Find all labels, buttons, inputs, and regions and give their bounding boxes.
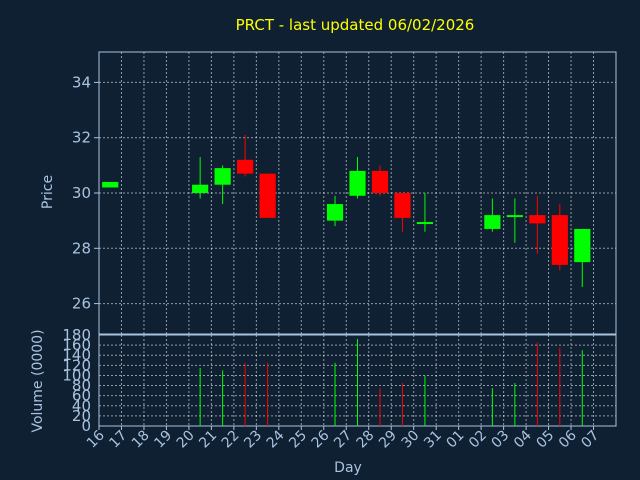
- candle-body: [192, 184, 209, 193]
- candle-body: [102, 181, 119, 188]
- price-tick-label: 28: [72, 239, 91, 257]
- volume-axis-label: Volume (0000): [30, 329, 46, 432]
- candle-body: [416, 222, 434, 225]
- candle-body: [529, 215, 546, 224]
- candle-body: [349, 170, 366, 196]
- candle-body: [259, 173, 276, 218]
- candle-body: [326, 204, 344, 221]
- price-panel-frame: [98, 51, 617, 335]
- volume-tick-label: 140: [62, 346, 91, 364]
- candle-body: [484, 215, 501, 229]
- volume-tick-label: 0: [81, 417, 91, 435]
- x-axis-ticks: 1617181920212223242526272829303101020304…: [84, 426, 602, 451]
- volume-tick-label: 120: [62, 356, 91, 374]
- volume-tick-label: 20: [72, 407, 91, 425]
- volume-tick-label: 80: [72, 377, 91, 395]
- volume-tick-label: 60: [72, 387, 91, 405]
- candle-body: [506, 215, 523, 218]
- price-panel: 26 28 30 32 34: [72, 51, 617, 335]
- x-axis-label: Day: [334, 460, 362, 476]
- candle-body: [237, 159, 254, 174]
- price-tick-label: 34: [72, 73, 91, 91]
- volume-tick-label: 180: [62, 326, 91, 344]
- price-axis-label: Price: [40, 175, 56, 209]
- candle-body: [394, 193, 411, 218]
- price-tick-label: 32: [72, 129, 91, 147]
- chart-title: PRCT - last updated 06/02/2026: [236, 16, 475, 34]
- price-tick-label: 30: [72, 184, 91, 202]
- volume-tick-label: 100: [62, 366, 91, 384]
- candle-body: [214, 168, 231, 185]
- candle-body: [574, 228, 591, 263]
- candle-body: [551, 215, 568, 265]
- volume-tick-label: 160: [62, 336, 91, 354]
- price-tick-label: 26: [72, 295, 91, 313]
- candle-body: [371, 170, 389, 193]
- volume-tick-label: 40: [72, 397, 91, 415]
